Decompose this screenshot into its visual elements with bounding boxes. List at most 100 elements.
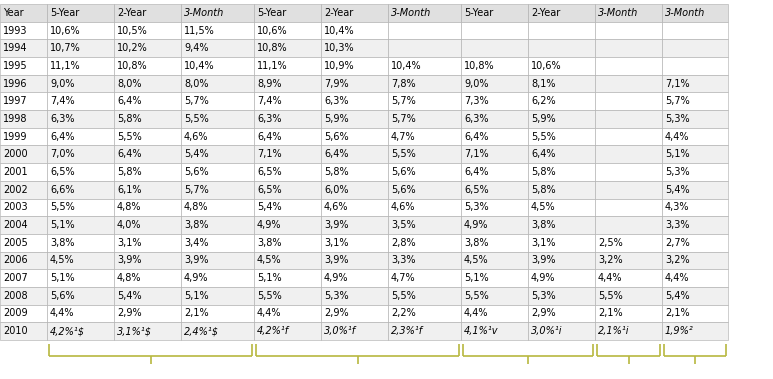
Bar — [461, 57, 528, 75]
Text: 2004: 2004 — [3, 220, 28, 230]
Text: 11,5%: 11,5% — [184, 25, 215, 36]
Text: 4,5%: 4,5% — [464, 255, 489, 265]
Bar — [181, 39, 254, 57]
Bar — [0, 75, 47, 92]
Bar — [47, 287, 114, 305]
Bar — [528, 75, 595, 92]
Text: 6,4%: 6,4% — [464, 132, 489, 142]
Text: 5,9%: 5,9% — [531, 114, 556, 124]
Text: 2001: 2001 — [3, 167, 28, 177]
Text: 4,3%: 4,3% — [665, 202, 690, 212]
Text: 3-Month: 3-Month — [391, 8, 431, 18]
Text: 7,1%: 7,1% — [257, 149, 281, 159]
Bar — [595, 252, 662, 269]
Text: 1999: 1999 — [3, 132, 28, 142]
Bar — [0, 269, 47, 287]
Bar — [181, 163, 254, 181]
Text: 5,5%: 5,5% — [598, 291, 623, 301]
Bar — [0, 22, 47, 39]
Bar — [595, 22, 662, 39]
Bar — [461, 216, 528, 234]
Bar — [461, 287, 528, 305]
Bar — [47, 163, 114, 181]
Text: 9,0%: 9,0% — [464, 78, 489, 89]
Bar — [662, 181, 728, 199]
Text: 10,3%: 10,3% — [324, 43, 355, 53]
Bar — [0, 128, 47, 146]
Text: 6,4%: 6,4% — [50, 132, 74, 142]
Text: 9,0%: 9,0% — [50, 78, 74, 89]
Bar — [528, 92, 595, 110]
Bar — [388, 128, 461, 146]
Text: 5,4%: 5,4% — [665, 291, 690, 301]
Text: 5,5%: 5,5% — [531, 132, 556, 142]
Bar — [181, 75, 254, 92]
Text: 5,5%: 5,5% — [184, 114, 209, 124]
Bar — [321, 39, 388, 57]
Text: 4,6%: 4,6% — [391, 202, 416, 212]
Text: 2-Year: 2-Year — [117, 8, 146, 18]
Bar — [254, 199, 321, 216]
Bar — [0, 4, 47, 22]
Text: 5,1%: 5,1% — [665, 149, 690, 159]
Bar — [0, 305, 47, 322]
Text: 3,1%: 3,1% — [531, 238, 556, 248]
Text: 5,8%: 5,8% — [531, 167, 556, 177]
Bar — [0, 57, 47, 75]
Text: 5,4%: 5,4% — [117, 291, 141, 301]
Bar — [321, 234, 388, 252]
Text: 2008: 2008 — [3, 291, 28, 301]
Bar — [528, 57, 595, 75]
Bar — [595, 39, 662, 57]
Text: 8,1%: 8,1% — [531, 78, 556, 89]
Text: 4,7%: 4,7% — [391, 273, 416, 283]
Bar — [461, 110, 528, 128]
Bar — [388, 252, 461, 269]
Bar — [114, 128, 181, 146]
Text: 8,9%: 8,9% — [257, 78, 281, 89]
Text: 3,3%: 3,3% — [391, 255, 416, 265]
Text: 6,4%: 6,4% — [257, 132, 281, 142]
Text: 3,8%: 3,8% — [464, 238, 489, 248]
Bar — [254, 269, 321, 287]
Text: 3-Month: 3-Month — [598, 8, 638, 18]
Bar — [595, 110, 662, 128]
Bar — [595, 75, 662, 92]
Text: 4,2%¹f: 4,2%¹f — [257, 326, 289, 336]
Bar — [321, 163, 388, 181]
Text: 1996: 1996 — [3, 78, 28, 89]
Bar — [321, 216, 388, 234]
Bar — [595, 57, 662, 75]
Bar — [461, 234, 528, 252]
Bar — [461, 92, 528, 110]
Bar — [114, 57, 181, 75]
Bar — [662, 287, 728, 305]
Bar — [114, 322, 181, 340]
Bar — [0, 146, 47, 163]
Bar — [595, 216, 662, 234]
Bar — [321, 57, 388, 75]
Text: 4,5%: 4,5% — [531, 202, 556, 212]
Text: 4,4%: 4,4% — [257, 309, 281, 318]
Bar — [595, 199, 662, 216]
Bar — [662, 57, 728, 75]
Text: 5,3%: 5,3% — [665, 114, 690, 124]
Bar — [181, 181, 254, 199]
Text: 10,8%: 10,8% — [117, 61, 148, 71]
Text: 2005: 2005 — [3, 238, 28, 248]
Bar — [114, 146, 181, 163]
Bar — [595, 4, 662, 22]
Text: 4,9%: 4,9% — [464, 220, 489, 230]
Bar — [321, 110, 388, 128]
Text: 2-Year: 2-Year — [324, 8, 353, 18]
Text: 5,7%: 5,7% — [391, 114, 416, 124]
Text: 6,1%: 6,1% — [117, 185, 141, 195]
Bar — [0, 252, 47, 269]
Bar — [388, 305, 461, 322]
Text: 5,7%: 5,7% — [391, 96, 416, 106]
Bar — [662, 234, 728, 252]
Text: 3,9%: 3,9% — [184, 255, 209, 265]
Bar — [321, 287, 388, 305]
Text: 3,1%: 3,1% — [117, 238, 141, 248]
Bar — [662, 22, 728, 39]
